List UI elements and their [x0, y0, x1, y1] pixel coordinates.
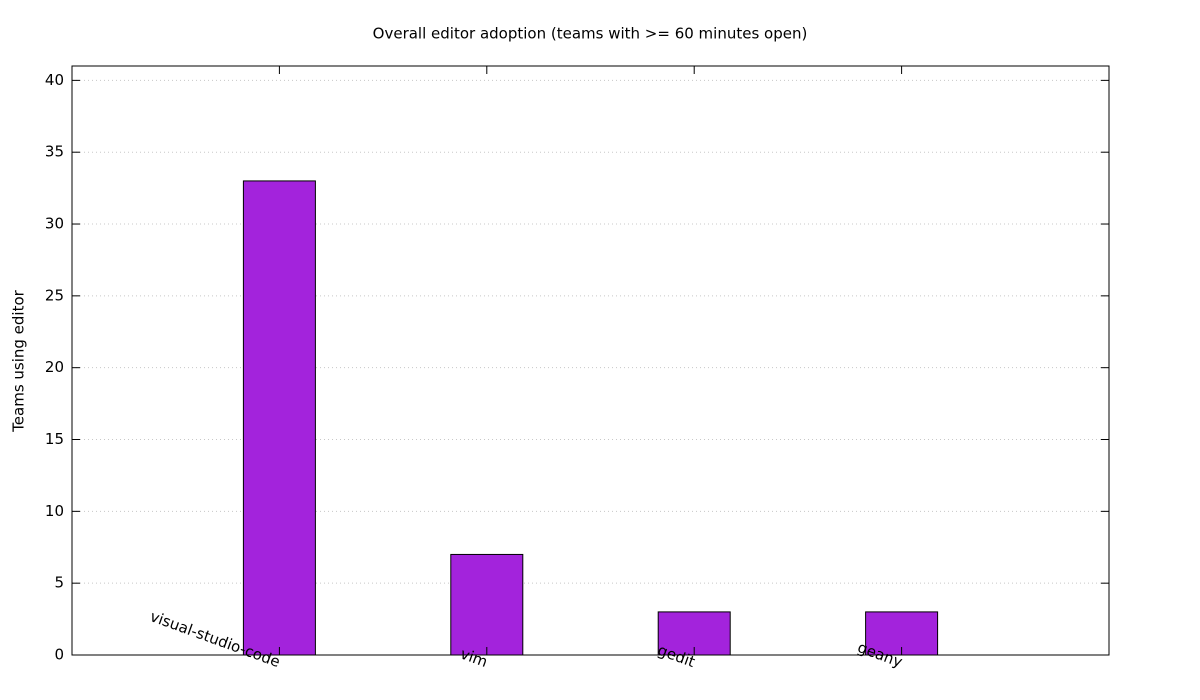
bar — [242, 180, 316, 656]
y-tick-label: 15 — [45, 430, 64, 448]
chart-title: Overall editor adoption (teams with >= 6… — [373, 25, 808, 43]
plot-border — [71, 65, 1110, 656]
y-tick-label: 0 — [54, 646, 64, 664]
y-tick-label: 35 — [45, 143, 64, 161]
y-tick-label: 25 — [45, 286, 64, 304]
y-tick-label: 30 — [45, 215, 64, 233]
y-tick-label: 20 — [45, 358, 64, 376]
bar — [450, 553, 524, 656]
y-tick-label: 5 — [54, 574, 64, 592]
y-tick-label: 10 — [45, 502, 64, 520]
y-axis-label: Teams using editor — [10, 289, 28, 432]
y-tick-label: 40 — [45, 71, 64, 89]
